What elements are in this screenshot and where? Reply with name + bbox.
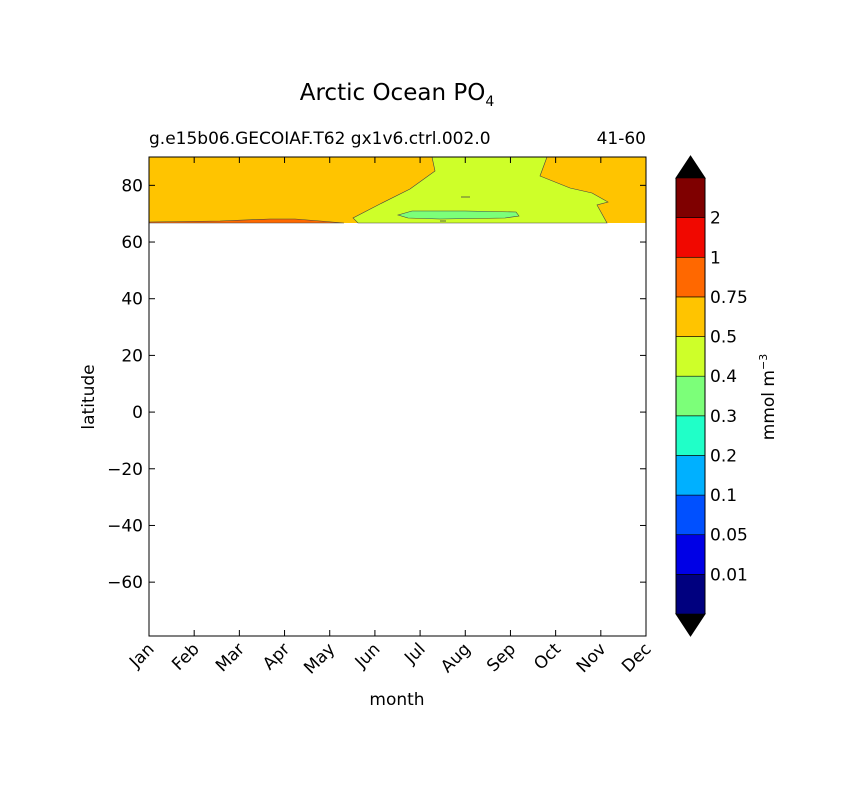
- chart-subtitle-right: 41-60: [597, 129, 646, 149]
- y-tick-label: −60: [107, 573, 143, 593]
- x-tick-label: Mar: [212, 639, 249, 676]
- y-axis-label: latitude: [79, 364, 99, 429]
- colorbar-segment: [675, 455, 706, 496]
- colorbar-segment: [675, 336, 706, 377]
- colorbar-tick-label: 0.75: [710, 288, 748, 308]
- y-tick-label: 80: [121, 176, 143, 196]
- colorbar: 0.01 0.05 0.1 0.2 0.3 0.4 0.5 0.75 1 2: [675, 155, 748, 637]
- colorbar-tick-label: 0.2: [710, 446, 737, 466]
- x-tick-label: Jan: [125, 639, 158, 672]
- contour-fill-0.4-0.5: [352, 156, 609, 224]
- y-tick-label: 0: [132, 403, 143, 423]
- colorbar-tick-label: 1: [710, 248, 721, 268]
- colorbar-tick-label: 0.5: [710, 328, 737, 348]
- colorbar-segment: [675, 217, 706, 258]
- colorbar-segment: [675, 415, 706, 456]
- x-tick-label: Jul: [400, 639, 429, 668]
- colorbar-extend-min: [675, 613, 706, 637]
- y-tick-label: 20: [121, 346, 143, 366]
- colorbar-outline: [675, 178, 706, 614]
- colorbar-tick-label: 2: [710, 209, 721, 229]
- x-axis-label: month: [369, 690, 424, 710]
- x-tick-label: Aug: [437, 639, 475, 677]
- x-tick-label: Nov: [573, 639, 611, 677]
- x-tick-label: May: [300, 639, 339, 678]
- x-tick-label: Dec: [618, 639, 655, 676]
- colorbar-segment: [675, 534, 706, 575]
- plot-frame: [148, 156, 647, 637]
- y-tick-label: 40: [121, 290, 143, 310]
- colorbar-extend-max: [675, 155, 706, 179]
- colorbar-tick-label: 0.3: [710, 407, 737, 427]
- plot-background: [149, 157, 646, 636]
- x-tick-label: Oct: [530, 639, 565, 674]
- contour-fill-0.75-1: [148, 218, 345, 224]
- y-axis: 80 60 40 20 0 −20 −40 −60: [107, 176, 646, 593]
- colorbar-tick-label: 0.01: [710, 565, 748, 585]
- x-tick-label: Jun: [351, 639, 385, 673]
- colorbar-segment: [675, 375, 706, 417]
- x-tick-label: Apr: [259, 639, 294, 674]
- colorbar-tick-label: 0.05: [710, 526, 748, 546]
- chart-subtitle-left: g.e15b06.GECOIAF.T62 gx1v6.ctrl.002.0: [149, 129, 491, 149]
- x-tick-label: Sep: [483, 639, 520, 676]
- chart-title: Arctic Ocean PO4: [300, 80, 495, 110]
- colorbar-segment: [675, 256, 706, 298]
- colorbar-label: mmol m−3: [757, 354, 779, 440]
- x-tick-label: Feb: [168, 639, 203, 674]
- plot-area: [148, 156, 647, 637]
- contour-fill-0.3-0.4: [396, 210, 520, 220]
- colorbar-segment: [675, 574, 706, 615]
- colorbar-segment: [675, 296, 706, 337]
- colorbar-segment: [675, 177, 706, 218]
- colorbar-tick-label: 0.4: [710, 367, 737, 387]
- colorbar-tick-label: 0.1: [710, 486, 737, 506]
- y-tick-label: −40: [107, 516, 143, 536]
- y-tick-label: 60: [121, 233, 143, 253]
- contour-fills: [148, 156, 646, 224]
- y-tick-label: −20: [107, 460, 143, 480]
- colorbar-segment: [675, 494, 706, 536]
